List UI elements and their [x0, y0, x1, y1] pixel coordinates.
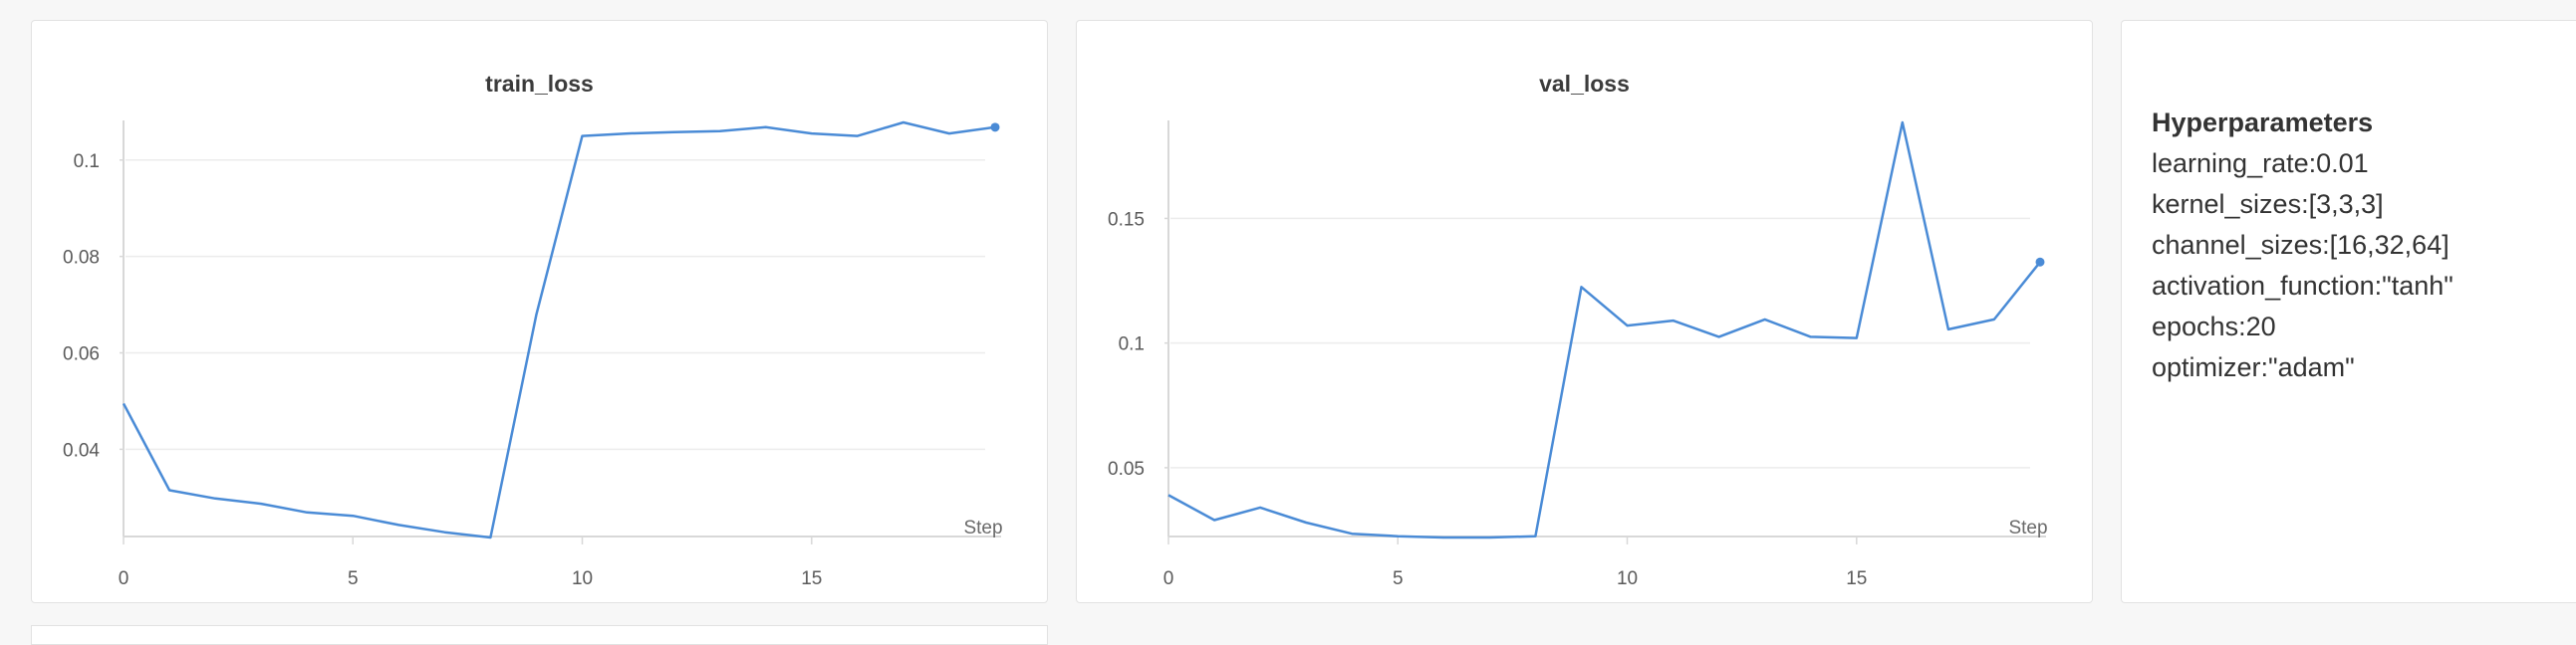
x-tick-label: 0 — [1163, 568, 1174, 589]
hyperparameter-line: learning_rate:0.01 — [2152, 148, 2369, 178]
y-tick-label: 0.1 — [74, 151, 100, 172]
y-tick-label: 0.08 — [63, 248, 100, 269]
y-tick-label: 0.04 — [63, 440, 100, 461]
x-tick-label: 10 — [1617, 568, 1638, 589]
x-tick-label: 15 — [1846, 568, 1867, 589]
series-line — [1167, 120, 2041, 539]
last-point-marker — [990, 122, 1000, 132]
hyperparameters-title: Hyperparameters — [2152, 108, 2374, 137]
x-tick-label: 5 — [1393, 568, 1404, 589]
train-loss-panel: train_loss 0.04 0.06 0.08 0.1 0 5 10 15 Step — [31, 20, 1048, 603]
x-tick-label: 0 — [119, 568, 129, 589]
hyperparameter-line: optimizer:"adam" — [2152, 352, 2355, 382]
last-point-marker — [2035, 257, 2045, 267]
y-tick-label: 0.06 — [63, 344, 100, 365]
hyperparameter-line: kernel_sizes:[3,3,3] — [2152, 189, 2384, 219]
hyperparameters-list: Hyperparameters learning_rate:0.01 kerne… — [2152, 103, 2453, 388]
y-tick-label: 0.1 — [1119, 334, 1145, 355]
chart-title: val_loss — [1539, 71, 1630, 97]
x-tick-label: 10 — [572, 568, 593, 589]
hyperparameter-line: activation_function:"tanh" — [2152, 271, 2453, 301]
chart-title: train_loss — [485, 71, 594, 97]
x-tick-label: 5 — [348, 568, 359, 589]
x-tick-label: 15 — [801, 568, 822, 589]
hyperparameter-line: channel_sizes:[16,32,64] — [2152, 230, 2449, 260]
next-panel-edge — [31, 625, 1048, 645]
series-line — [122, 120, 996, 539]
x-axis-label: Step — [963, 518, 1002, 538]
y-tick-label: 0.05 — [1108, 459, 1145, 480]
train-loss-chart: 0.04 0.06 0.08 0.1 0 5 10 15 Step — [63, 120, 1003, 589]
x-axis-label: Step — [2008, 518, 2047, 538]
y-tick-label: 0.15 — [1108, 209, 1145, 230]
val-loss-chart: 0.05 0.1 0.15 0 5 10 15 Step — [1108, 120, 2048, 589]
val-loss-panel: val_loss 0.05 0.1 0.15 0 5 10 15 Step — [1076, 20, 2093, 603]
hyperparameter-line: epochs:20 — [2152, 312, 2276, 341]
hyperparameters-panel: Hyperparameters learning_rate:0.01 kerne… — [2121, 20, 2576, 603]
